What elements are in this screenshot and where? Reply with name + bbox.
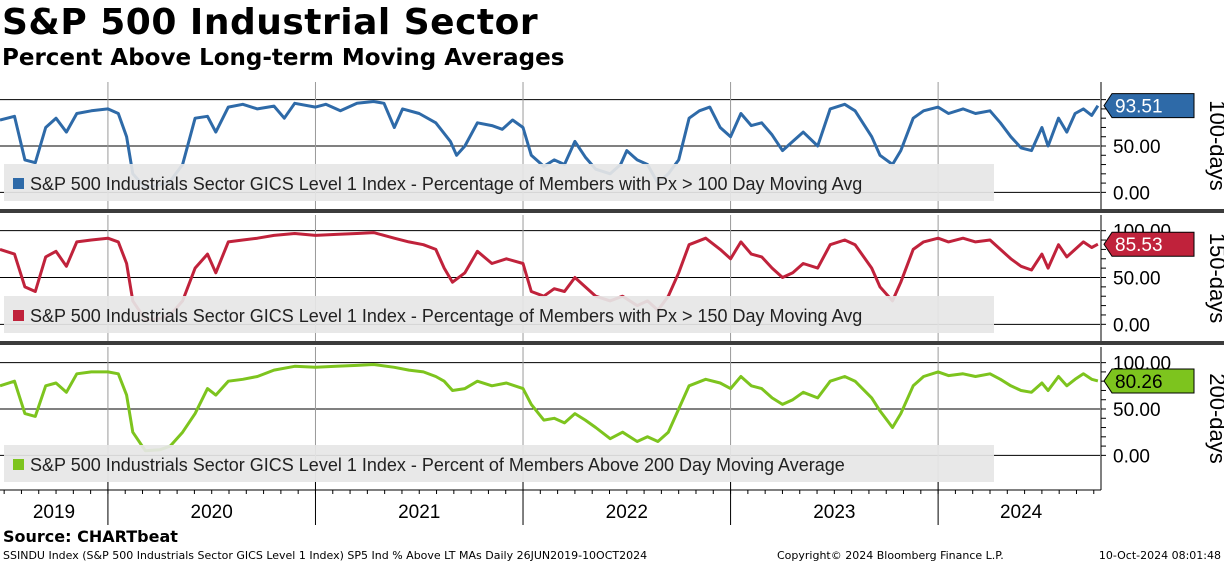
series-line-p100 bbox=[0, 100, 1100, 190]
x-tick-label: 2024 bbox=[1000, 502, 1043, 523]
badge-shape bbox=[1103, 231, 1195, 257]
tick-label: 50.00 bbox=[1113, 269, 1161, 290]
badge-shape bbox=[1103, 368, 1195, 394]
panel-p100: 0.00 50.00 S&P 500 Industrials Sector GICS… bbox=[0, 82, 1224, 213]
legend-p150: S&P 500 Industrials Sector GICS Level 1 … bbox=[4, 296, 994, 333]
legend-bg bbox=[4, 296, 994, 333]
last-value-badge-p200: 80.26 bbox=[1103, 368, 1195, 394]
tick-label: 0.00 bbox=[1113, 183, 1150, 204]
x-tick-label: 2022 bbox=[606, 502, 648, 523]
legend-bg bbox=[4, 445, 994, 482]
legend-label: S&P 500 Industrials Sector GICS Level 1 … bbox=[30, 455, 845, 475]
last-value-badge-p150: 85.53 bbox=[1103, 231, 1195, 257]
badge-value: 80.26 bbox=[1115, 372, 1163, 393]
tick-label: 50.00 bbox=[1113, 400, 1161, 421]
legend-bg bbox=[4, 164, 994, 201]
x-tick-label: 2021 bbox=[398, 502, 440, 523]
x-tick-label: 2020 bbox=[191, 502, 233, 523]
tick-label: 0.00 bbox=[1113, 315, 1150, 336]
series-line-p200 bbox=[0, 363, 1099, 453]
side-label-p150: 150-days bbox=[1205, 233, 1224, 324]
legend-p100: S&P 500 Industrials Sector GICS Level 1 … bbox=[4, 164, 994, 201]
legend-label: S&P 500 Industrials Sector GICS Level 1 … bbox=[30, 306, 862, 326]
panel-divider bbox=[0, 209, 1224, 213]
x-tick-label: 2023 bbox=[813, 502, 855, 523]
legend-swatch bbox=[13, 178, 24, 189]
panel-divider bbox=[0, 341, 1224, 345]
badge-shape bbox=[1103, 93, 1195, 119]
legend-label: S&P 500 Industrials Sector GICS Level 1 … bbox=[30, 174, 862, 194]
chart-title: S&P 500 Industrial Sector bbox=[2, 2, 539, 43]
legend-p200: S&P 500 Industrials Sector GICS Level 1 … bbox=[4, 445, 994, 482]
legend-swatch bbox=[13, 459, 24, 470]
tick-label: 50.00 bbox=[1113, 137, 1161, 158]
badge-value: 93.51 bbox=[1115, 97, 1163, 118]
x-tick-label: 2019 bbox=[33, 502, 75, 523]
source-note: Source: CHARTbeat bbox=[3, 527, 178, 546]
footer-index-description: SSINDU Index (S&P 500 Industrials Sector… bbox=[3, 549, 648, 562]
side-label-p100: 100-days bbox=[1205, 100, 1224, 191]
footer-timestamp: 10-Oct-2024 08:01:48 bbox=[1098, 549, 1221, 562]
footer-copyright: Copyright© 2024 Bloomberg Finance L.P. bbox=[777, 549, 1004, 562]
last-value-badge-p100: 93.51 bbox=[1103, 93, 1195, 119]
chart-subtitle: Percent Above Long-term Moving Averages bbox=[2, 45, 565, 71]
badge-value: 85.53 bbox=[1115, 235, 1163, 256]
side-label-p200: 200-days bbox=[1205, 373, 1224, 464]
legend-swatch bbox=[13, 310, 24, 321]
tick-label: 0.00 bbox=[1113, 446, 1150, 467]
